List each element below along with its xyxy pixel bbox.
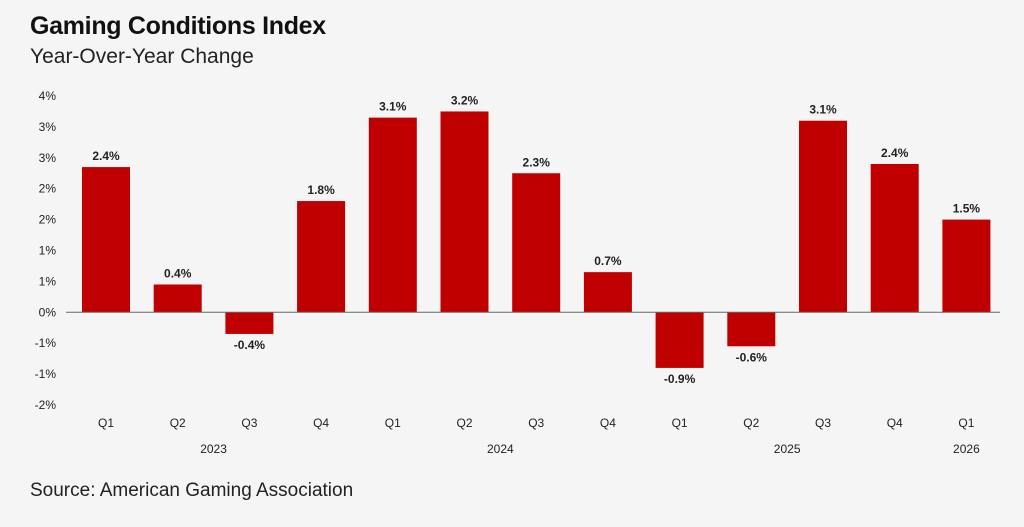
bar [297,201,346,313]
bar [727,312,776,347]
source-note: Source: American Gaming Association [30,480,354,501]
year-group-label: 2025 [774,442,801,456]
y-tick-label: 2% [39,213,57,227]
y-tick-label: -1% [35,367,57,381]
x-tick-label: Q2 [170,416,186,430]
bar [225,312,274,334]
x-tick-label: Q2 [456,416,472,430]
bar [512,173,561,313]
bar [440,111,489,313]
data-label: 3.1% [379,100,407,114]
y-tick-label: 1% [39,274,57,288]
year-group-label: 2023 [200,442,227,456]
y-tick-label: -2% [35,398,57,412]
y-tick-label: 3% [39,151,57,165]
chart-subtitle: Year-Over-Year Change [30,45,254,68]
bar [368,117,417,313]
x-tick-label: Q1 [958,416,974,430]
year-group-label: 2026 [953,442,980,456]
y-tick-label: 0% [39,305,57,319]
bar [870,163,919,313]
y-tick-label: 2% [39,182,57,196]
x-tick-label: Q4 [600,416,616,430]
data-label: -0.4% [234,338,266,352]
bar [942,219,991,313]
data-label: 2.3% [523,155,551,169]
x-tick-label: Q4 [313,416,329,430]
x-tick-label: Q1 [385,416,401,430]
y-tick-label: 3% [39,120,57,134]
bar [799,120,847,313]
bar [655,312,704,368]
y-tick-label: 1% [39,244,57,258]
data-label: 1.8% [307,183,335,197]
x-tick-label: Q1 [672,416,688,430]
data-label: 1.5% [953,202,981,216]
data-label: 0.4% [164,266,192,280]
x-tick-label: Q1 [98,416,114,430]
x-tick-label: Q3 [815,416,831,430]
data-label: 3.2% [451,93,479,107]
bar [82,167,130,313]
data-label: 2.4% [881,146,909,160]
y-tick-label: -1% [35,336,57,350]
year-group-label: 2024 [487,442,514,456]
data-label: -0.9% [664,372,696,386]
data-label: 0.7% [594,254,622,268]
x-tick-label: Q4 [887,416,903,430]
x-tick-label: Q3 [241,416,257,430]
chart-title: Gaming Conditions Index [30,12,326,40]
data-label: 3.1% [809,103,837,117]
bar [583,272,632,313]
bar [153,284,202,313]
data-label: 2.4% [92,149,120,163]
y-tick-label: 4% [39,89,57,103]
data-label: -0.6% [736,350,768,364]
x-tick-label: Q2 [743,416,759,430]
x-tick-label: Q3 [528,416,544,430]
